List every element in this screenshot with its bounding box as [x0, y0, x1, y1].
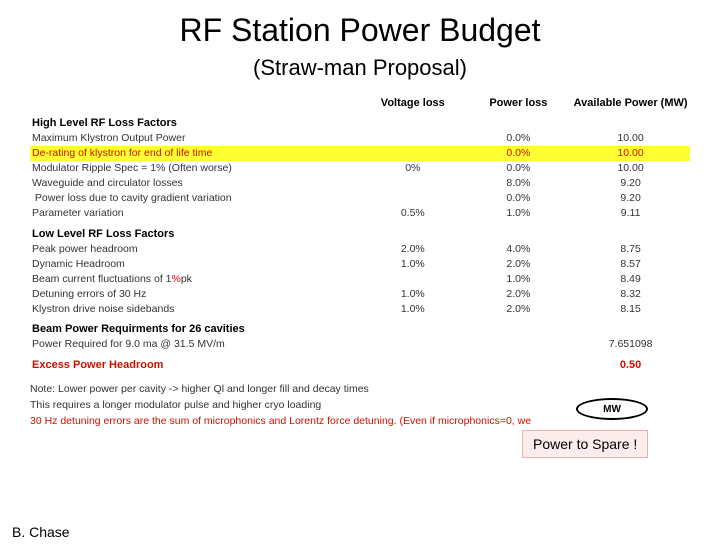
- row-vloss: 0%: [360, 161, 466, 176]
- excess-headroom-value: 0.50: [571, 352, 690, 373]
- row-avail: 8.57: [571, 256, 690, 271]
- table-row: Klystron drive noise sidebands 1.0% 2.0%…: [30, 301, 690, 316]
- row-avail: 9.20: [571, 191, 690, 206]
- row-label: Peak power headroom: [30, 241, 360, 256]
- row-ploss: 2.0%: [466, 286, 572, 301]
- table-row: Power loss due to cavity gradient variat…: [30, 191, 690, 206]
- row-label: Power loss due to cavity gradient variat…: [30, 191, 360, 206]
- section-heading: High Level RF Loss Factors: [30, 110, 690, 131]
- col-header-voltage-loss: Voltage loss: [360, 95, 466, 110]
- section-excess-headroom: Excess Power Headroom 0.50: [30, 352, 690, 373]
- budget-table: Voltage loss Power loss Available Power …: [30, 95, 690, 372]
- row-avail: 8.75: [571, 241, 690, 256]
- row-vloss: [360, 191, 466, 206]
- row-vloss: [360, 176, 466, 191]
- mw-label: MW: [603, 404, 621, 415]
- col-header-blank: [30, 95, 360, 110]
- row-vloss: [360, 337, 466, 352]
- row-label: Parameter variation: [30, 206, 360, 221]
- row-ploss: 8.0%: [466, 176, 572, 191]
- section-heading: Excess Power Headroom: [30, 352, 360, 373]
- row-vloss: 2.0%: [360, 241, 466, 256]
- row-label: Detuning errors of 30 Hz: [30, 286, 360, 301]
- row-vloss: 0.5%: [360, 206, 466, 221]
- percent-icon: %: [172, 273, 181, 285]
- table-row: Peak power headroom 2.0% 4.0% 8.75: [30, 241, 690, 256]
- section-beam-power: Beam Power Requirments for 26 cavities: [30, 316, 690, 337]
- row-avail: 10.00: [571, 131, 690, 146]
- row-avail: 10.00: [571, 146, 690, 161]
- row-ploss: 0.0%: [466, 131, 572, 146]
- row-avail: 10.00: [571, 161, 690, 176]
- col-header-available-power: Available Power (MW): [571, 95, 690, 110]
- row-label: Power Required for 9.0 ma @ 31.5 MV/m: [30, 337, 360, 352]
- row-label: Dynamic Headroom: [30, 256, 360, 271]
- table-row: Detuning errors of 30 Hz 1.0% 2.0% 8.32: [30, 286, 690, 301]
- table-row: Parameter variation 0.5% 1.0% 9.11: [30, 206, 690, 221]
- row-avail: 8.15: [571, 301, 690, 316]
- mw-annotation-oval: MW: [576, 398, 648, 420]
- note-line: Note: Lower power per cavity -> higher Q…: [30, 382, 690, 398]
- row-label: Waveguide and circulator losses: [30, 176, 360, 191]
- author-credit: B. Chase: [12, 524, 70, 540]
- row-label: Maximum Klystron Output Power: [30, 131, 360, 146]
- row-avail: 9.20: [571, 176, 690, 191]
- row-ploss: 1.0%: [466, 271, 572, 286]
- row-vloss: 1.0%: [360, 301, 466, 316]
- section-heading: Low Level RF Loss Factors: [30, 221, 690, 242]
- table-header-row: Voltage loss Power loss Available Power …: [30, 95, 690, 110]
- table-row: Beam current fluctuations of 1%pk 1.0% 8…: [30, 271, 690, 286]
- table-row: Power Required for 9.0 ma @ 31.5 MV/m 7.…: [30, 337, 690, 352]
- row-ploss: 0.0%: [466, 146, 572, 161]
- section-heading: Beam Power Requirments for 26 cavities: [30, 316, 690, 337]
- table-row-highlighted: De-rating of klystron for end of life ti…: [30, 146, 690, 161]
- row-vloss: [360, 146, 466, 161]
- section-high-level: High Level RF Loss Factors: [30, 110, 690, 131]
- row-avail: 7.651098: [571, 337, 690, 352]
- section-low-level: Low Level RF Loss Factors: [30, 221, 690, 242]
- row-ploss: 0.0%: [466, 161, 572, 176]
- page-subtitle: (Straw-man Proposal): [0, 55, 720, 81]
- row-ploss: 4.0%: [466, 241, 572, 256]
- table-row: Dynamic Headroom 1.0% 2.0% 8.57: [30, 256, 690, 271]
- row-avail: 8.32: [571, 286, 690, 301]
- row-avail: 8.49: [571, 271, 690, 286]
- row-vloss: [360, 271, 466, 286]
- row-ploss: 2.0%: [466, 256, 572, 271]
- row-avail: 9.11: [571, 206, 690, 221]
- col-header-power-loss: Power loss: [466, 95, 572, 110]
- power-to-spare-callout: Power to Spare !: [522, 430, 648, 458]
- row-label: Klystron drive noise sidebands: [30, 301, 360, 316]
- table-row: Waveguide and circulator losses 8.0% 9.2…: [30, 176, 690, 191]
- row-ploss: 2.0%: [466, 301, 572, 316]
- row-ploss: [466, 337, 572, 352]
- row-vloss: 1.0%: [360, 256, 466, 271]
- row-label: Beam current fluctuations of 1%pk: [30, 271, 360, 286]
- table-row: Maximum Klystron Output Power 0.0% 10.00: [30, 131, 690, 146]
- row-label: Modulator Ripple Spec = 1% (Often worse): [30, 161, 360, 176]
- row-vloss: [360, 131, 466, 146]
- row-vloss: 1.0%: [360, 286, 466, 301]
- table-row: Modulator Ripple Spec = 1% (Often worse)…: [30, 161, 690, 176]
- row-label: De-rating of klystron for end of life ti…: [30, 146, 360, 161]
- spare-text: Power to Spare !: [533, 436, 637, 452]
- row-ploss: 0.0%: [466, 191, 572, 206]
- page-title: RF Station Power Budget: [0, 12, 720, 49]
- row-ploss: 1.0%: [466, 206, 572, 221]
